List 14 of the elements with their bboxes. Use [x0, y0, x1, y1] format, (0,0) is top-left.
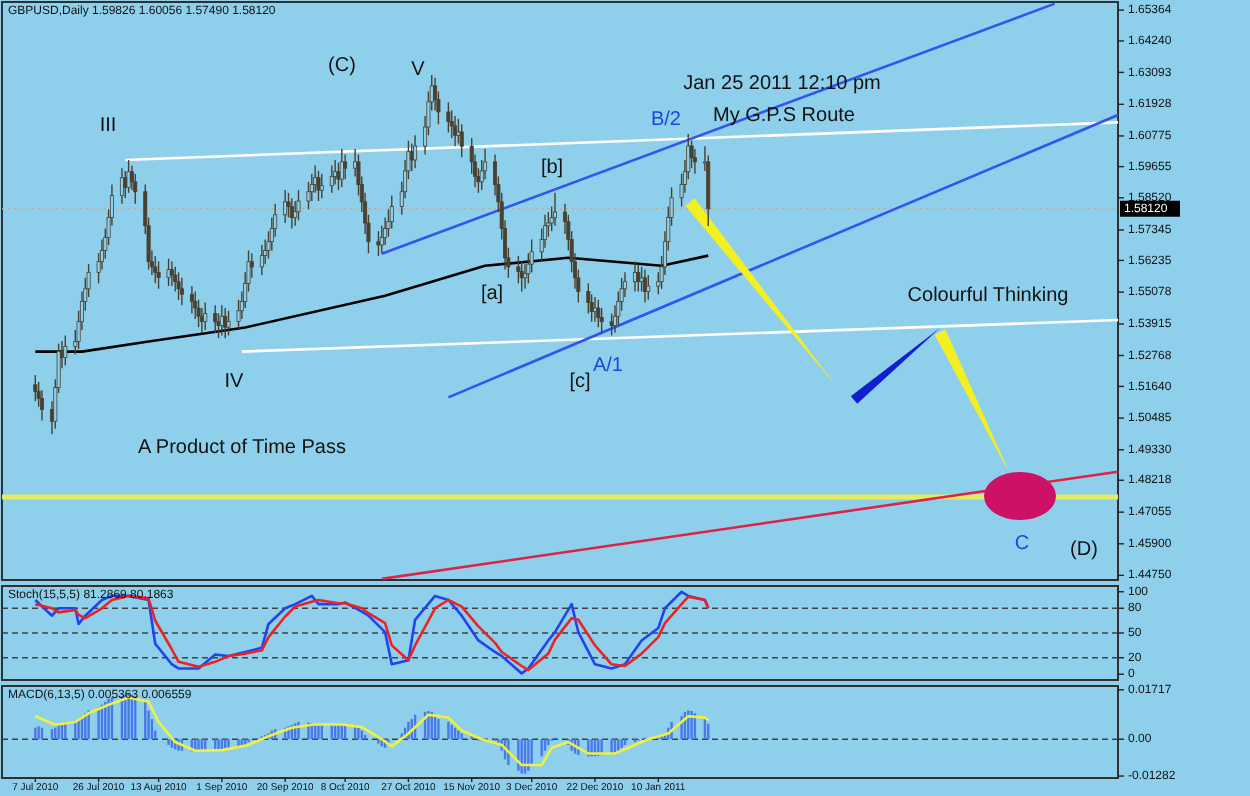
annotation: [c] [569, 371, 591, 394]
annotation: My G.P.S Route [713, 105, 856, 128]
annotation: (D) [1070, 539, 1098, 562]
annotation: C [1014, 533, 1030, 556]
annotation: [a] [480, 283, 504, 306]
annotation: [b] [540, 157, 564, 180]
annotation: B/2 [650, 109, 682, 132]
annotation: A Product of Time Pass [138, 437, 346, 460]
annotation: III [99, 115, 117, 138]
annotation: V [411, 59, 426, 82]
annotation: Colourful Thinking [907, 285, 1069, 308]
annotation: (C) [328, 55, 356, 78]
annotation: IV [224, 371, 245, 394]
annotation: A/1 [592, 355, 624, 378]
